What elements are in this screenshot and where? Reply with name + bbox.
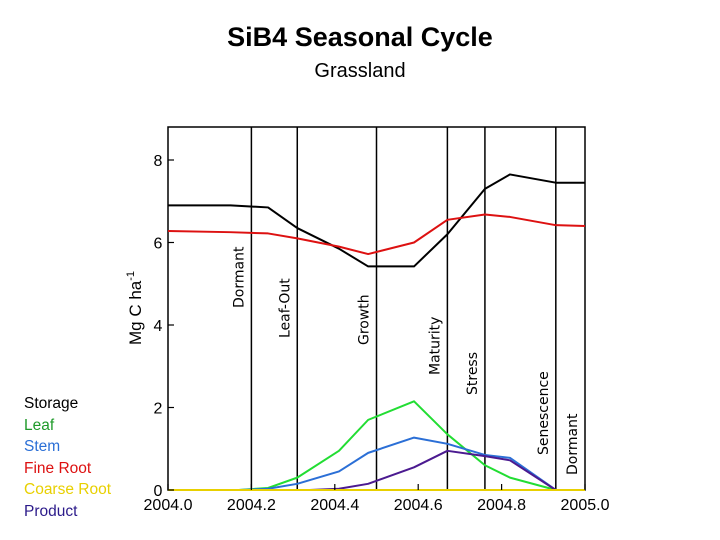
- phase-label: Stress: [465, 352, 481, 395]
- phase-label: Senescence: [536, 371, 552, 455]
- legend-entry: Stem: [24, 438, 61, 456]
- chart-title: SiB4 Seasonal Cycle: [227, 22, 493, 52]
- legend-entry: Fine Root: [24, 459, 92, 477]
- phase-label: Dormant: [231, 246, 247, 308]
- legend-entry: Leaf: [24, 416, 55, 434]
- y-tick-label: 8: [154, 153, 163, 170]
- y-tick-label: 2: [154, 401, 163, 418]
- x-tick-label: 2005.0: [561, 497, 610, 514]
- y-axis-label-superscript: -1: [125, 271, 137, 281]
- phase-label: Maturity: [427, 317, 443, 375]
- legend-entry: Product: [24, 502, 78, 520]
- x-tick-label: 2004.4: [310, 497, 359, 514]
- legend-entry: Storage: [24, 395, 79, 412]
- x-tick-label: 2004.2: [227, 497, 276, 514]
- phase-label: Dormant: [565, 413, 581, 475]
- y-tick-label: 6: [154, 236, 163, 253]
- x-tick-label: 2004.0: [144, 497, 193, 514]
- y-tick-label: 0: [154, 483, 163, 500]
- phase-label: Leaf-Out: [277, 278, 293, 338]
- legend: Storage Leaf Stem Fine Root Coarse Root Produ…: [24, 393, 111, 523]
- y-tick-label: 4: [154, 318, 163, 335]
- y-axis-label: Mg C ha-1: [125, 271, 145, 345]
- series-line: [168, 436, 585, 491]
- phase-label: Growth: [357, 294, 373, 345]
- series-line: [168, 173, 585, 268]
- legend-entry: Coarse Root: [24, 481, 112, 499]
- chart-subtitle: Grassland: [314, 60, 406, 82]
- x-tick-label: 2004.8: [477, 497, 526, 514]
- x-tick-label: 2004.6: [394, 497, 443, 514]
- series-line: [167, 213, 586, 256]
